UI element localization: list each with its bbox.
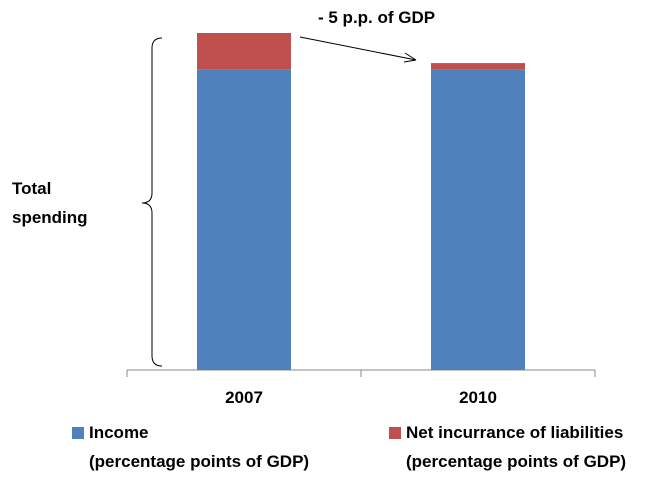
x-tick-label: 2007 (225, 388, 263, 407)
legend-swatch (389, 427, 401, 439)
annotation: - 5 p.p. of GDP (318, 8, 436, 27)
legend-swatch (72, 427, 84, 439)
legend-label: Income (percentage points of GDP) (89, 423, 310, 471)
arrow (299, 36, 417, 61)
bar-segment (197, 33, 291, 70)
legend-label: Net incurrance of liabilities (percentag… (406, 423, 627, 471)
arrow-head (403, 52, 417, 63)
annotation: Total spending (12, 179, 88, 227)
bar-segment (431, 69, 525, 370)
bar-segment (431, 63, 525, 70)
brace (141, 37, 163, 367)
x-tick-label: 2010 (459, 388, 497, 407)
bar-segment (197, 69, 291, 370)
